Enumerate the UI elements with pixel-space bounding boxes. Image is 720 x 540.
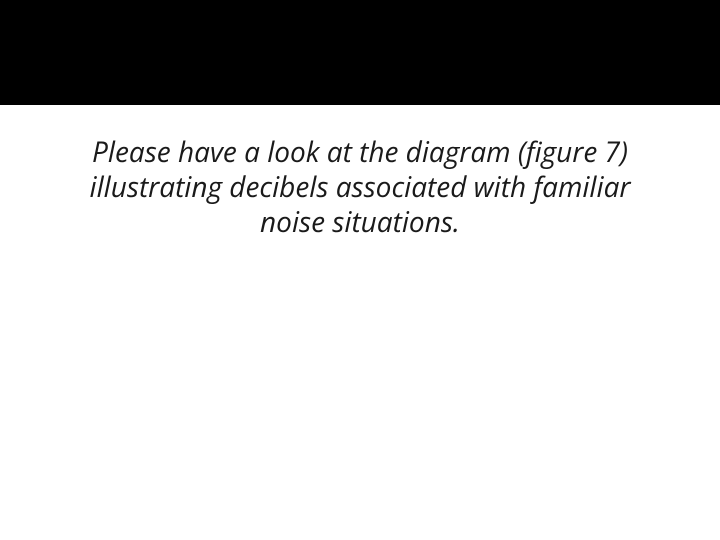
title-bar [0,0,720,105]
body-paragraph: Please have a look at the diagram (figur… [60,135,660,240]
content-area: Please have a look at the diagram (figur… [0,105,720,240]
